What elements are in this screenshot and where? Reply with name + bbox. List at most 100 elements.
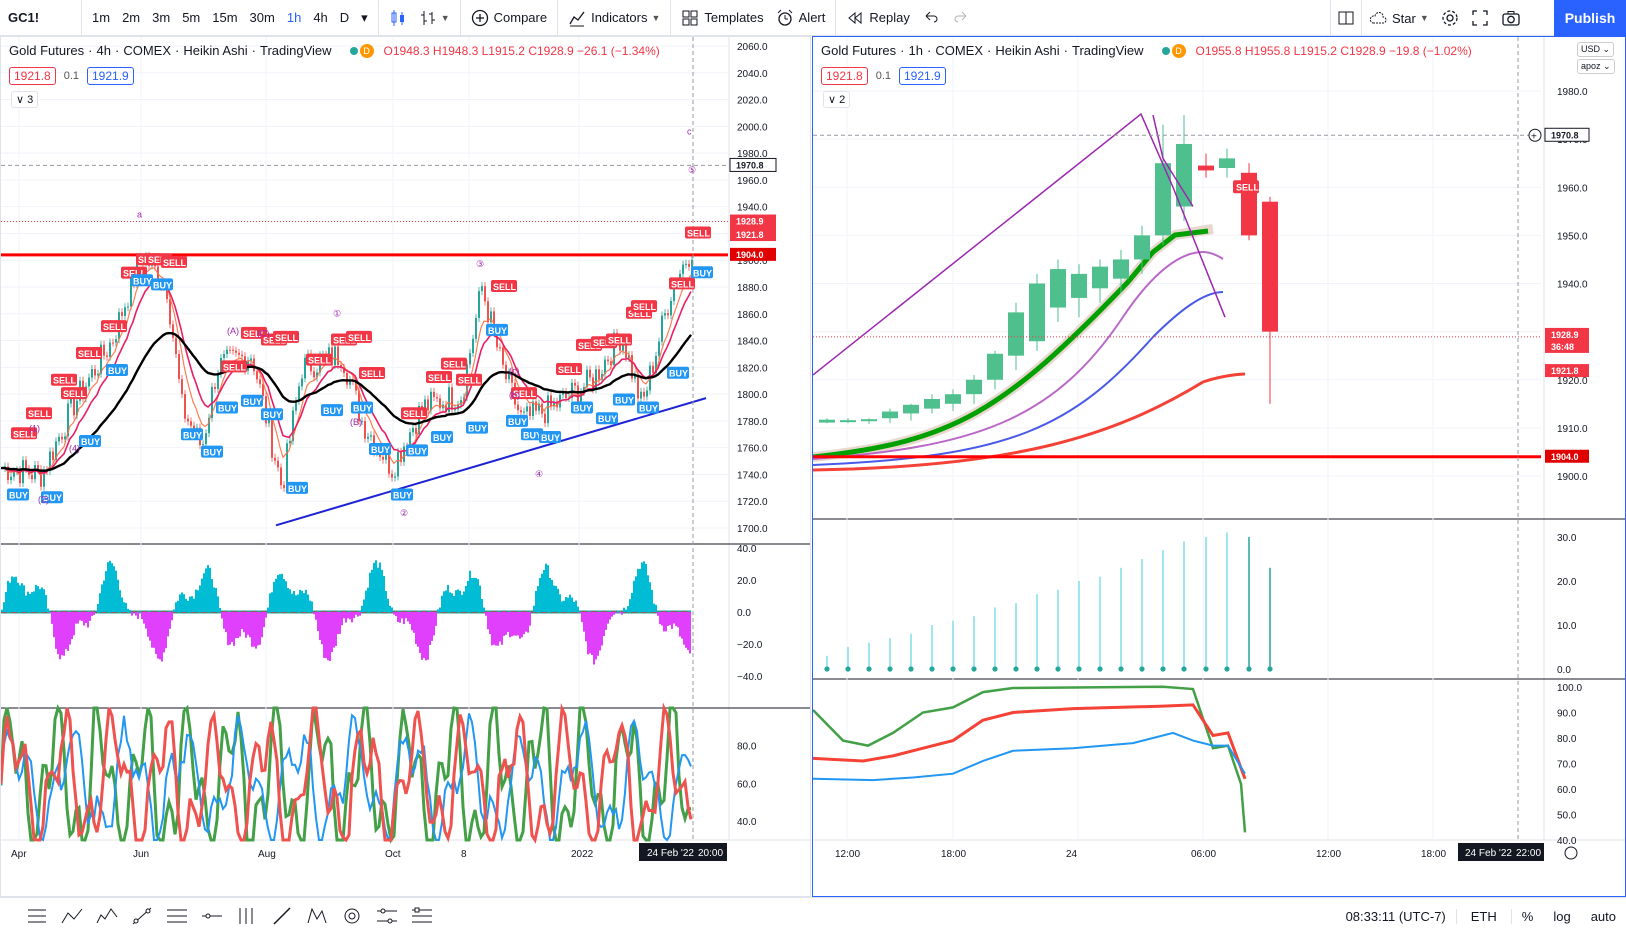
session-toggle[interactable]: ETH (1455, 908, 1512, 924)
alert-button[interactable]: Alert (770, 4, 832, 32)
symbol-search-button[interactable]: GC1! (0, 0, 82, 36)
undo-button[interactable] (916, 4, 946, 32)
interval-4h[interactable]: 4h (313, 10, 328, 25)
osc-bar-positive (9, 582, 11, 612)
auto-toggle[interactable]: auto (1590, 908, 1616, 924)
compare-button[interactable]: Compare (465, 4, 553, 32)
interval-1m[interactable]: 1m (92, 10, 111, 25)
interval-15m[interactable]: 15m (212, 10, 238, 25)
price-bar (103, 344, 105, 356)
left-chart-pane[interactable]: 2060.0 2040.0 2020.0 2000.0 1980.0 1960.0 1940… (0, 36, 811, 897)
price-bar (334, 346, 336, 366)
layout-name-button[interactable]: Star ▼ (1361, 0, 1435, 36)
right-chart-canvas[interactable]: 1980.01970.01960.01950.01940.01930.01920… (813, 37, 1625, 896)
interval-30m[interactable]: 30m (249, 10, 275, 25)
interval-chevron-icon[interactable]: ▾ (361, 9, 368, 25)
horizontal-ray-tool[interactable] (197, 901, 227, 931)
osc-bar-positive (655, 604, 657, 612)
unit-select[interactable]: apoz ⌄ (1577, 59, 1615, 74)
osc-bar-negative (591, 612, 593, 656)
buy-signal-label: BUY (669, 369, 688, 379)
price-bar (175, 337, 177, 354)
osc-bar-negative (137, 612, 139, 619)
osc-bar-positive (467, 580, 469, 612)
clock-readout[interactable]: 08:33:11 (UTC-7) (1345, 908, 1446, 924)
left-chart-legend[interactable]: Gold Futures · 4h · COMEX · Heikin Ashi · Tr… (9, 43, 660, 58)
legend-collapse-button[interactable]: ∨ 3 (11, 91, 39, 108)
osc-bar-negative (527, 612, 529, 633)
replay-button[interactable]: Replay (840, 4, 915, 32)
time-tick-label: Oct (385, 849, 401, 860)
redo-button[interactable] (946, 4, 976, 32)
trend-line-tool[interactable] (127, 901, 157, 931)
price-bar (544, 413, 546, 424)
trend-line (275, 397, 707, 527)
sell-signal-label: SELL (513, 389, 537, 399)
interval-5m[interactable]: 5m (182, 10, 201, 25)
time-tick-label: 12:00 (1316, 849, 1341, 860)
osc-bar-negative (435, 612, 437, 626)
osc-bar-positive (1, 609, 3, 612)
interval-1h[interactable]: 1h (286, 10, 302, 25)
menu-lines-tool[interactable] (22, 901, 52, 931)
stoch-tick-label: 60.0 (1557, 785, 1577, 796)
right-chart-pane[interactable]: 1980.01970.01960.01950.01940.01930.01920… (812, 36, 1626, 897)
fullscreen-button[interactable] (1465, 4, 1495, 32)
interval-2m[interactable]: 2m (122, 10, 141, 25)
currency-select[interactable]: USD ⌄ (1577, 42, 1615, 57)
left-chart-canvas[interactable]: 2060.0 2040.0 2020.0 2000.0 1980.0 1960.0 1940… (1, 37, 811, 897)
price-flag-label: 1970.8 (736, 160, 764, 170)
settings-button[interactable] (1435, 4, 1465, 32)
pen-tool[interactable] (267, 901, 297, 931)
layout-select-button[interactable] (1330, 0, 1361, 36)
candle-body (861, 419, 877, 422)
cycle-tool[interactable] (337, 901, 367, 931)
long-position-tool[interactable] (232, 901, 262, 931)
osc-bar-positive (277, 574, 279, 612)
price-bar (301, 378, 303, 387)
osc-bar-positive (211, 579, 213, 612)
bid-price[interactable]: 1921.8 (821, 67, 868, 85)
ask-price[interactable]: 1921.9 (899, 67, 946, 85)
bid-price[interactable]: 1921.8 (9, 67, 56, 85)
osc-bar-positive (105, 571, 107, 612)
log-toggle[interactable]: log (1553, 908, 1571, 924)
price-flag (729, 157, 777, 172)
price-bar (655, 355, 657, 373)
legend-collapse-button[interactable]: ∨ 2 (823, 91, 851, 108)
interval-3m[interactable]: 3m (152, 10, 171, 25)
abcd-pattern-tool[interactable] (57, 901, 87, 931)
osc-bar-positive (553, 585, 555, 612)
osc-bar-negative (347, 612, 349, 619)
interval-D[interactable]: D (339, 10, 350, 25)
sell-signal-flag (685, 226, 711, 239)
osc-bar-positive (639, 569, 641, 612)
price-bar (511, 372, 513, 383)
right-chart-legend[interactable]: Gold Futures · 1h · COMEX · Heikin Ashi · Tr… (821, 43, 1472, 58)
price-bar (643, 391, 645, 397)
elliott-wave-tool[interactable] (92, 901, 122, 931)
measure-tool[interactable] (372, 901, 402, 931)
buy-signal-label: BUY (153, 280, 172, 290)
osc-bar-negative (615, 612, 617, 614)
indicators-button[interactable]: Indicators ▼ (562, 4, 666, 32)
ask-price[interactable]: 1921.9 (87, 67, 134, 85)
collapse-count: 2 (839, 94, 846, 106)
sell-signal-label: SELL (78, 349, 102, 359)
sell-signal-label: SELL (628, 309, 652, 319)
buy-signal-flag (521, 428, 543, 441)
percent-toggle[interactable]: % (1521, 908, 1534, 924)
object-tree-tool[interactable] (407, 901, 437, 931)
fib-tool[interactable] (162, 901, 192, 931)
price-bar (283, 485, 285, 488)
price-bar (67, 403, 69, 437)
snapshot-button[interactable] (1495, 4, 1527, 32)
replay-label: Replay (869, 10, 910, 25)
osc-bar-positive (569, 594, 571, 612)
buy-signal-flag (106, 364, 128, 377)
templates-button[interactable]: Templates (675, 4, 769, 32)
publish-button[interactable]: Publish (1554, 0, 1626, 36)
indicator-template-button[interactable]: ▼ (413, 4, 456, 32)
pattern-tool[interactable] (302, 901, 332, 931)
bars-style-button[interactable] (383, 4, 413, 32)
